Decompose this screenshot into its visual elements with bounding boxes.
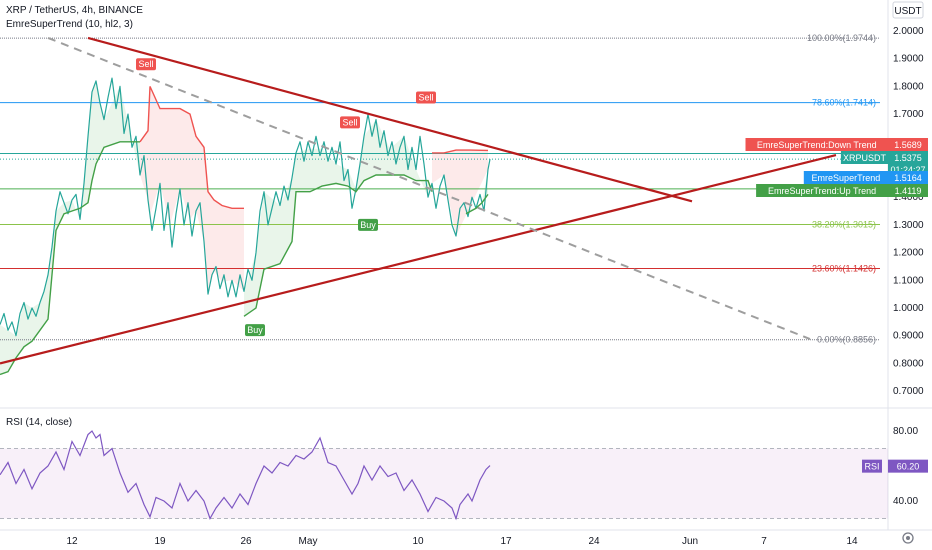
y-tick-label: 1.4000: [893, 192, 924, 203]
rsi-tag-value-bg: [888, 459, 928, 473]
uptrend-fill-0: [0, 80, 140, 375]
x-tick-label: Jun: [682, 536, 698, 547]
buy-label: Buy: [360, 220, 376, 230]
price-tag-name: EmreSuperTrend: [812, 173, 881, 183]
sell-badge: [416, 91, 436, 104]
y-tick-label: 0.7000: [893, 386, 924, 397]
price-tag-name-bg: [803, 171, 888, 184]
price-tag-value: 1.5375: [894, 153, 922, 163]
supertrend-fill: [0, 80, 488, 375]
sell-badge: [340, 116, 360, 129]
price-tag-value-bg: [888, 184, 928, 197]
buy-signal-3: Buy: [358, 218, 378, 231]
rsi-line: [0, 430, 491, 521]
downtrend-fill-1: [432, 150, 488, 236]
rsi-tag-value: 60.20: [897, 462, 920, 472]
price-tag-name: EmreSuperTrend:Up Trend: [768, 186, 876, 196]
price-tag-value: 1.4119: [895, 186, 922, 196]
x-tick-label: 12: [66, 536, 78, 547]
sell-label: Sell: [342, 117, 357, 127]
rsi-tag-name-bg: [862, 459, 882, 473]
sell-badge: [136, 58, 156, 71]
downtrend-fill-0: [140, 86, 244, 295]
sell-signal-0: Sell: [136, 58, 156, 71]
y-tick-label: 1.7000: [893, 109, 924, 120]
rsi-current-tag: RSI 60.20: [862, 459, 928, 473]
rsi-tick-label: 80.00: [893, 426, 918, 437]
x-tick-label: 10: [412, 536, 424, 547]
x-tick-label: 24: [588, 536, 600, 547]
price-tag-value-bg: [888, 171, 928, 184]
fib-label-0: 100.00%(1.9744): [807, 33, 876, 43]
time-axis[interactable]: 12 19 26 May 10 17 24 Jun 7 14: [66, 536, 858, 547]
x-tick-label: 14: [846, 536, 858, 547]
price-tag-2: EmreSuperTrend 1.5164: [803, 171, 928, 184]
y-tick-label: 0.8000: [893, 358, 924, 369]
y-tick-label: 0.9000: [893, 331, 924, 342]
price-series: [0, 77, 880, 337]
fib-label-4: 38.20%(1.3015): [812, 219, 876, 229]
x-tick-label: 7: [761, 536, 767, 547]
price-tag-countdown: 01:24:27: [890, 165, 925, 175]
y-tick-label: 1.1000: [893, 275, 924, 286]
rsi-title: RSI (14, close): [6, 417, 72, 428]
trendlines[interactable]: [0, 36, 837, 365]
buy-label: Buy: [247, 325, 263, 335]
rsi-tag-name: RSI: [864, 462, 879, 472]
price-tag-3: EmreSuperTrend:Up Trend 1.4119: [756, 184, 928, 197]
trendline-dashed[interactable]: [47, 36, 811, 340]
y-tick-label: 1.0000: [893, 303, 924, 314]
y-tick-label: 1.9000: [893, 54, 924, 65]
supertrend-up-line: [0, 141, 489, 376]
indicator-title: EmreSuperTrend (10, hl2, 3): [6, 19, 133, 30]
sell-signal-2: Sell: [416, 91, 436, 104]
price-tag-name-bg: [756, 184, 888, 197]
price-tag-0: EmreSuperTrend:Down Trend 1.5689: [745, 138, 928, 151]
fib-label-1: 78.60%(1.7414): [812, 98, 876, 108]
signals: Sell Sell Sell Buy Buy: [136, 58, 436, 337]
x-tick-label: 26: [240, 536, 252, 547]
y-tick-label: 1.2000: [893, 248, 924, 259]
supertrend-down-line: [139, 86, 489, 209]
x-tick-label: May: [299, 536, 318, 547]
price-tag-name: EmreSuperTrend:Down Trend: [757, 140, 877, 150]
price-line: [0, 77, 491, 337]
supertrend-lines: [0, 86, 489, 376]
trendline-lower[interactable]: [0, 154, 837, 365]
fib-label-6: 0.00%(0.8856): [817, 335, 876, 345]
x-tick-label: 19: [154, 536, 166, 547]
price-tag-name-bg: [745, 138, 888, 151]
price-tag-name: XRPUSDT: [843, 153, 887, 163]
fib-label-5: 23.60%(1.1426): [812, 263, 876, 273]
currency-badge[interactable]: USDT: [892, 1, 924, 19]
y-tick-label: 2.0000: [893, 26, 924, 37]
sell-signal-1: Sell: [340, 116, 360, 129]
buy-signal-4: Buy: [245, 324, 265, 337]
price-tag-value: 1.5164: [894, 173, 922, 183]
rsi-tick-label: 40.00: [893, 496, 918, 507]
price-tag-value: 1.5689: [894, 140, 922, 150]
price-labels: EmreSuperTrend:Down Trend 1.5689 01:24:27X…: [745, 138, 928, 473]
currency-label: USDT: [894, 6, 921, 17]
settings-icon[interactable]: [902, 532, 914, 544]
price-tag-value-bg: [888, 138, 928, 151]
y-tick-label: 1.8000: [893, 81, 924, 92]
price-tag-name-bg: [840, 151, 888, 164]
sell-label: Sell: [138, 59, 153, 69]
rsi-band: [0, 448, 888, 519]
trendline-upper[interactable]: [87, 36, 693, 203]
sell-label: Sell: [418, 92, 433, 102]
buy-badge: [358, 218, 378, 231]
y-tick-label: 1.3000: [893, 220, 924, 231]
uptrend-fill-1: [244, 119, 432, 317]
x-tick-label: 17: [500, 536, 512, 547]
rsi-pane: [0, 430, 888, 521]
buy-badge: [245, 324, 265, 337]
grid: [0, 0, 932, 531]
symbol-title: XRP / TetherUS, 4h, BINANCE: [6, 5, 143, 16]
